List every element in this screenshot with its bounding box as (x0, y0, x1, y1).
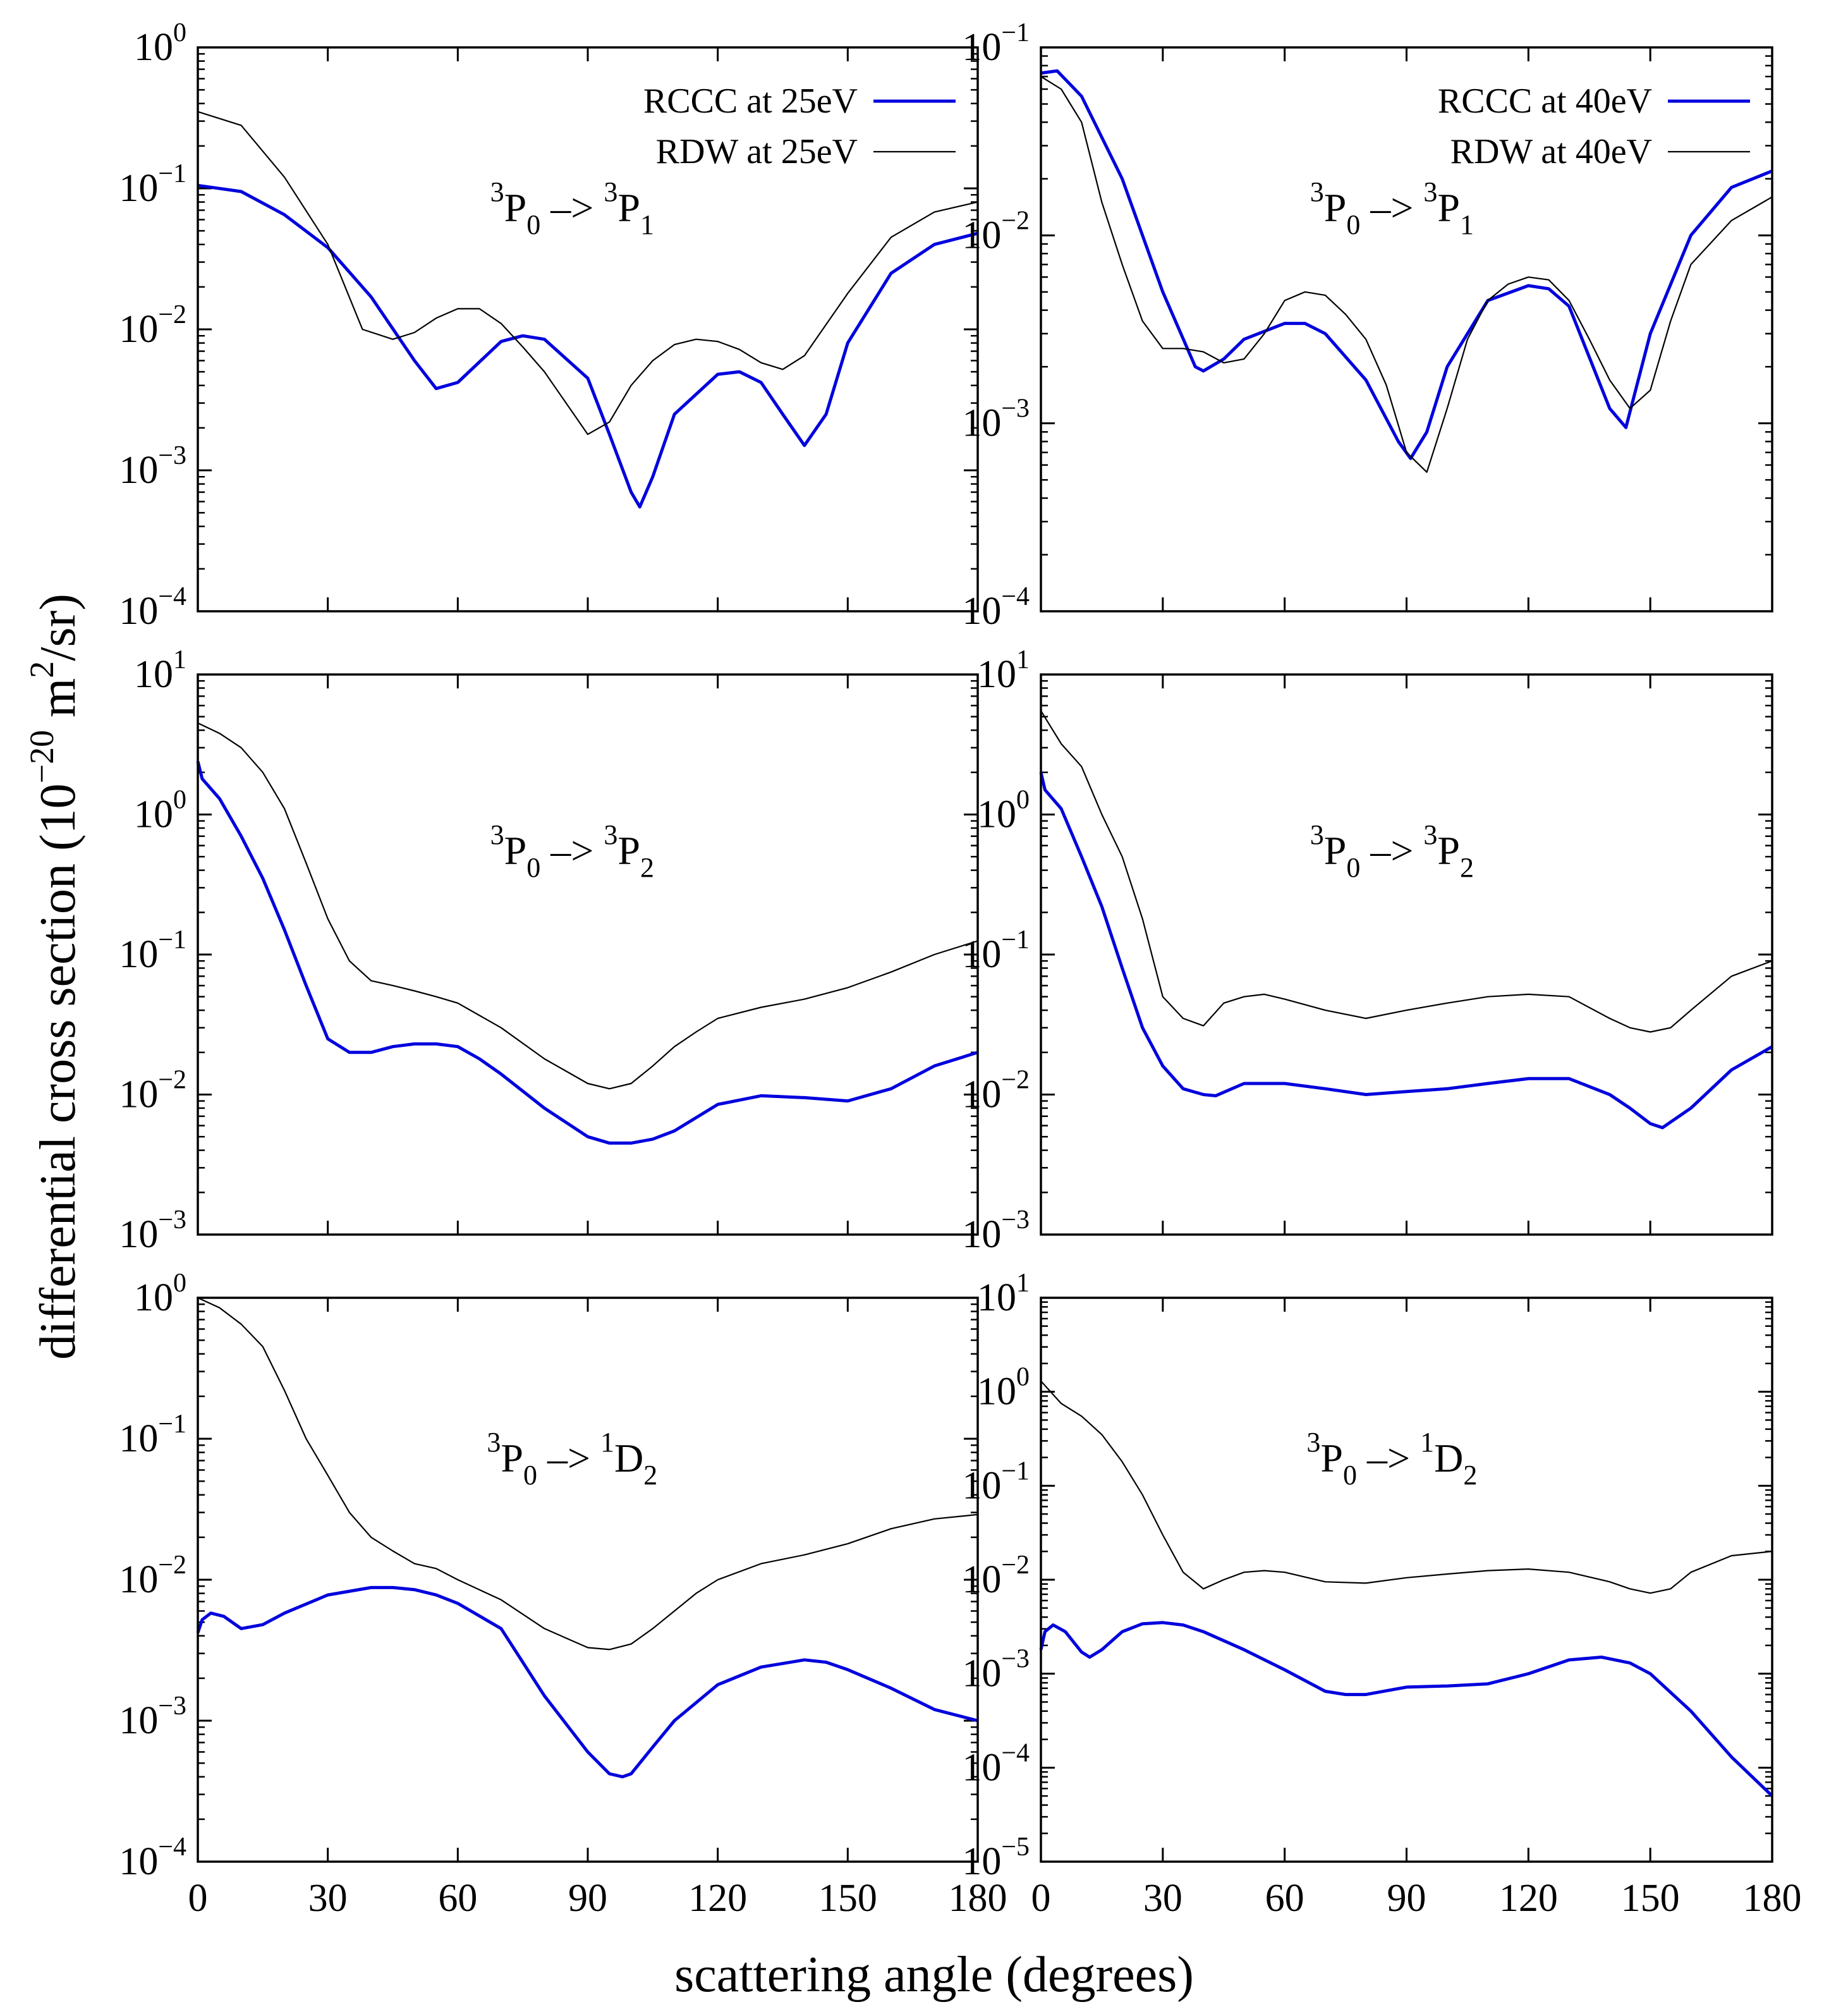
y-tick-label: 10−4 (119, 582, 186, 633)
x-tick-label: 0 (1031, 1877, 1051, 1920)
x-tick-label: 30 (1143, 1877, 1182, 1920)
y-tick-label: 10−2 (119, 1066, 186, 1116)
series-rccc-line (196, 1585, 978, 1779)
y-tick-label: 10−5 (962, 1833, 1030, 1883)
x-tick-label: 150 (818, 1877, 877, 1920)
plot-frame (197, 1297, 979, 1863)
series-rccc-line (1040, 69, 1773, 460)
x-tick-label: 180 (1743, 1877, 1802, 1920)
x-tick-label: 30 (308, 1877, 348, 1920)
y-tick-label: 101 (977, 645, 1030, 696)
x-tick-label: 120 (1499, 1877, 1558, 1920)
y-tick-label: 101 (134, 645, 186, 696)
legend: RCCC at 25eV RDW at 25eV (643, 82, 956, 171)
y-tick-label: 10−2 (962, 206, 1030, 257)
series-rccc-line (1039, 772, 1773, 1130)
transition-label: 3P0 –> 3P2 (1310, 819, 1474, 883)
y-tick-label: 100 (977, 1363, 1030, 1413)
x-tick-label: 60 (438, 1877, 477, 1920)
legend-label: RDW at 25eV (656, 132, 858, 171)
y-tick-label: 10−1 (962, 925, 1030, 976)
y-tick-label: 100 (134, 786, 186, 836)
x-tick-label: 120 (688, 1877, 747, 1920)
y-tick-label: 10−1 (119, 159, 186, 210)
plot-frame (1040, 1297, 1773, 1863)
plot-frame (197, 673, 979, 1236)
transition-label: 3P0 –> 1D2 (487, 1427, 657, 1491)
y-tick-label: 10−4 (962, 1738, 1030, 1789)
x-tick-label: 0 (188, 1877, 208, 1920)
legend: RCCC at 40eV RDW at 40eV (1438, 82, 1750, 171)
y-tick-label: 10−2 (962, 1066, 1030, 1116)
y-tick-label: 100 (134, 18, 186, 69)
y-tick-label: 10−3 (119, 1205, 186, 1256)
x-tick-label: 90 (568, 1877, 607, 1920)
chart-panel-2: 10−4 10−3 10−2 10−1 3P0 –> 3P1 RCCC at 40eV RD… (962, 18, 1773, 633)
transition-label: 3P0 –> 3P1 (490, 176, 654, 240)
plot-frame (1040, 673, 1773, 1236)
x-axis-title: scattering angle (degrees) (674, 1947, 1194, 2003)
y-tick-label: 10−4 (962, 582, 1030, 633)
series-rdw-line (1040, 710, 1773, 1033)
legend-label: RCCC at 40eV (1438, 82, 1652, 121)
legend-label: RCCC at 25eV (643, 82, 858, 121)
series-rdw-line (197, 1297, 978, 1651)
y-tick-label: 100 (134, 1269, 186, 1319)
y-tick-label: 10−3 (962, 394, 1030, 445)
y-tick-label: 10−1 (119, 925, 186, 976)
series-rccc-line (1039, 1621, 1773, 1797)
series-rdw-line (1040, 1380, 1773, 1594)
y-tick-label: 10−2 (119, 1551, 186, 1601)
y-tick-label: 10−4 (119, 1833, 186, 1883)
x-tick-label: 180 (949, 1877, 1007, 1920)
transition-label: 3P0 –> 3P1 (1310, 176, 1474, 240)
chart-panel-4: 10−3 10−2 10−1 100 101 3P0 –> 3P2 (962, 645, 1773, 1256)
transition-label: 3P0 –> 3P2 (490, 819, 654, 883)
y-tick-label: 10−3 (119, 1692, 186, 1742)
y-tick-label: 100 (977, 786, 1030, 836)
chart-panel-5: 10−4 10−3 10−2 10−1 100 0 30 60 90 120 150 180 3P0 –… (119, 1269, 1007, 1920)
chart-panel-3: 10−3 10−2 10−1 100 101 3P0 –> 3P2 (119, 645, 979, 1256)
y-tick-label: 10−1 (962, 18, 1030, 69)
series-rdw-line (197, 722, 978, 1090)
y-tick-label: 10−1 (119, 1410, 186, 1460)
x-tick-label: 90 (1387, 1877, 1426, 1920)
x-tick-label: 60 (1265, 1877, 1304, 1920)
x-tick-label: 150 (1621, 1877, 1680, 1920)
series-rdw-line (1040, 76, 1773, 473)
y-tick-label: 10−2 (962, 1551, 1030, 1601)
y-axis-title: differential cross section (10−20 m2/sr) (23, 594, 86, 1360)
legend-label: RDW at 40eV (1450, 132, 1652, 171)
series-rccc-line (196, 760, 978, 1145)
y-tick-label: 10−2 (119, 300, 186, 351)
plot-frame (1040, 46, 1773, 613)
plot-frame (197, 46, 979, 613)
chart-panel-6: 10−5 10−4 10−3 10−2 10−1 100 101 0 30 60 90 120 150 1… (962, 1269, 1801, 1920)
y-tick-label: 10−1 (962, 1456, 1030, 1507)
y-tick-label: 10−3 (962, 1205, 1030, 1256)
y-tick-label: 10−3 (119, 441, 186, 492)
series-rccc-line (197, 183, 978, 509)
transition-label: 3P0 –> 1D2 (1306, 1427, 1477, 1491)
y-tick-label: 101 (977, 1269, 1030, 1319)
y-tick-label: 10−3 (962, 1645, 1030, 1695)
series-rdw-line (197, 111, 978, 436)
